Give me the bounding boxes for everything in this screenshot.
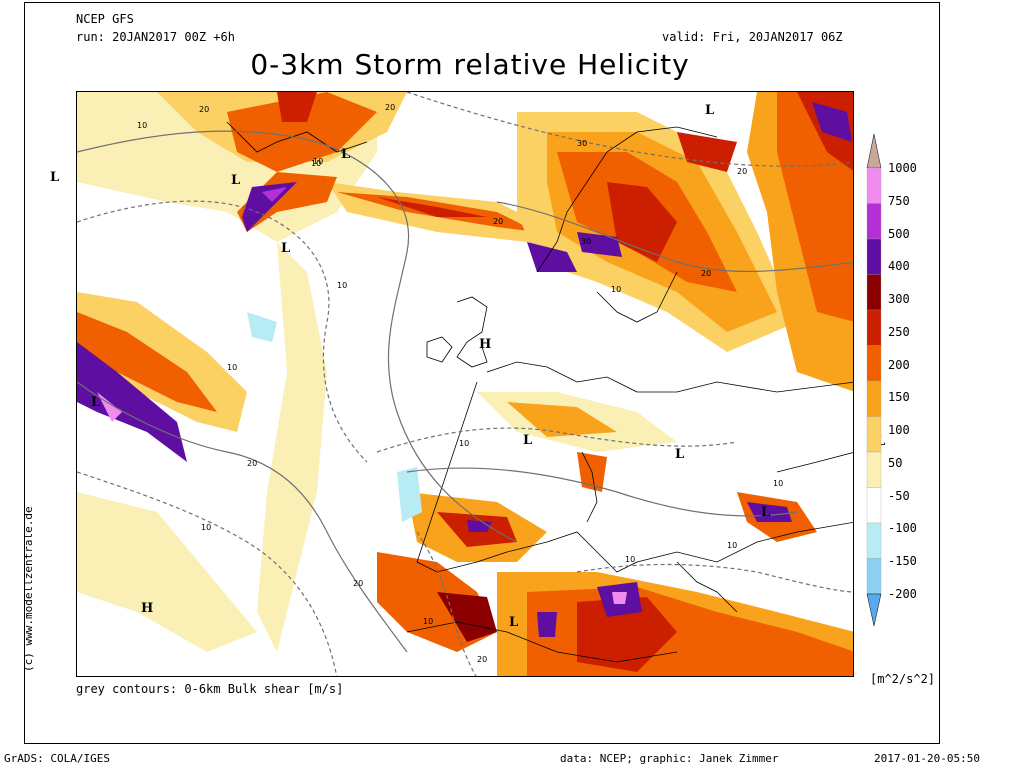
- model-name: NCEP GFS: [76, 12, 134, 26]
- shear-contours: [77, 92, 853, 676]
- helicity-shading: [77, 92, 853, 676]
- contour-label: 20: [247, 459, 257, 468]
- coastlines: [226, 121, 853, 663]
- contour-label: 10: [227, 363, 237, 372]
- low-pressure-label: L: [675, 447, 684, 462]
- low-pressure-label: L: [761, 505, 770, 520]
- high-pressure-label: H: [479, 337, 491, 352]
- contour-label: 10: [137, 121, 147, 130]
- contour-label: 10: [611, 285, 621, 294]
- contour-label: 20: [737, 167, 747, 176]
- legend-label: 250: [888, 324, 910, 339]
- legend-label: -200: [888, 587, 917, 601]
- legend-label: 100: [888, 423, 910, 438]
- legend-swatch: [866, 558, 882, 595]
- helicity-map: 20 10 20 10 30 20 20 10 30 20 10 10 10 2…: [76, 91, 854, 677]
- contour-label: 30: [577, 139, 587, 148]
- legend-label: 300: [888, 292, 910, 307]
- legend-label: 1000: [888, 161, 917, 175]
- contour-label: 10: [727, 541, 737, 550]
- contour-label: 10: [201, 523, 211, 532]
- legend-unit: [m^2/s^2]: [870, 672, 936, 686]
- legend-label: -150: [888, 554, 917, 569]
- copyright-text: (c) www.modellzentrale.de: [22, 506, 35, 672]
- legend-label: 400: [888, 259, 910, 274]
- legend-label: -50: [888, 488, 910, 503]
- contour-label: 10: [337, 281, 347, 290]
- legend-swatch: [866, 451, 882, 488]
- legend-arrow-bottom: [866, 593, 882, 627]
- footer-timestamp: 2017-01-20-05:50: [874, 752, 980, 765]
- contour-labels: 20 10 20 10 30 20 20 10 30 20 10 10 10 2…: [137, 103, 783, 664]
- legend-swatch: [866, 309, 882, 346]
- pressure-centers: L L L L L L L L L L L L H H L: [91, 103, 770, 630]
- low-pressure-label: L: [50, 170, 60, 185]
- legend-label: 500: [888, 226, 910, 241]
- legend-swatch: [866, 380, 882, 417]
- legend-label: 750: [888, 193, 910, 208]
- legend-swatch: [866, 274, 882, 311]
- legend-label: 150: [888, 390, 910, 405]
- legend-swatch: [866, 522, 882, 559]
- legend-label: 50: [888, 455, 903, 470]
- contour-label: 20: [385, 103, 395, 112]
- legend-swatch: [866, 487, 882, 524]
- low-pressure-label: L: [341, 147, 350, 162]
- contour-label: 20: [353, 579, 363, 588]
- low-pressure-label: L: [523, 433, 532, 448]
- map-title: 0-3km Storm relative Helicity: [250, 48, 690, 81]
- contour-caption: grey contours: 0-6km Bulk shear [m/s]: [76, 682, 344, 696]
- contour-label: 20: [199, 105, 209, 114]
- color-legend: [866, 133, 882, 627]
- valid-time: valid: Fri, 20JAN2017 06Z: [662, 30, 843, 44]
- legend-label: -100: [888, 521, 917, 536]
- legend-swatch: [866, 238, 882, 275]
- low-pressure-label: L: [705, 103, 714, 118]
- contour-label: 20: [477, 655, 487, 664]
- plot-frame: [24, 2, 940, 744]
- footer-software: GrADS: COLA/IGES: [4, 752, 110, 765]
- legend-swatch: [866, 345, 882, 382]
- legend-swatch: [866, 203, 882, 240]
- legend-swatch: [866, 416, 882, 453]
- high-pressure-label: H: [141, 601, 153, 616]
- low-pressure-label: L: [281, 241, 290, 256]
- low-pressure-label: L: [509, 615, 518, 630]
- contour-label: 10: [313, 157, 323, 166]
- contour-label: 20: [493, 217, 503, 226]
- legend-swatch: [866, 167, 882, 204]
- map-canvas: 20 10 20 10 30 20 20 10 30 20 10 10 10 2…: [77, 92, 853, 676]
- contour-label: 10: [625, 555, 635, 564]
- legend-arrow-top: [866, 133, 882, 169]
- contour-label: 10: [311, 159, 321, 168]
- low-pressure-label: L: [91, 395, 100, 410]
- low-pressure-label: L: [231, 173, 240, 188]
- contour-label: 10: [459, 439, 469, 448]
- footer-credit: data: NCEP; graphic: Janek Zimmer: [560, 752, 779, 765]
- contour-label: 10: [423, 617, 433, 626]
- contour-label: 30: [581, 237, 591, 246]
- contour-label: 20: [701, 269, 711, 278]
- contour-label: 10: [773, 479, 783, 488]
- legend-label: 200: [888, 357, 910, 372]
- run-time: run: 20JAN2017 00Z +6h: [76, 30, 235, 44]
